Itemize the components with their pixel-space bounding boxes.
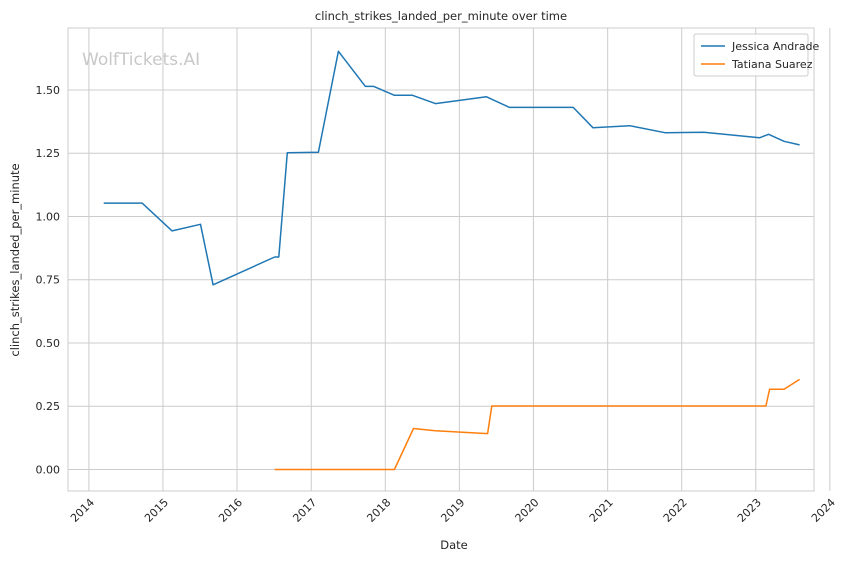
x-tick-label: 2016 — [216, 496, 245, 525]
chart-title: clinch_strikes_landed_per_minute over ti… — [315, 9, 567, 23]
x-tick-label: 2023 — [735, 496, 764, 525]
x-tick-label: 2019 — [438, 496, 467, 525]
x-tick-label: 2021 — [587, 496, 616, 525]
y-tick-label: 0.25 — [36, 400, 61, 413]
y-tick-label: 0.75 — [36, 274, 61, 287]
legend-label-jessica-andrade: Jessica Andrade — [731, 40, 820, 53]
series-line-tatiana-suarez — [274, 378, 801, 471]
legend: Jessica Andrade Tatiana Suarez — [693, 33, 820, 77]
y-axis-ticks: 0.00 0.25 0.50 0.75 1.00 1.25 1.50 — [36, 84, 61, 477]
watermark: WolfTickets.AI — [82, 50, 200, 70]
grid-lines — [68, 28, 831, 491]
y-tick-label: 0.00 — [36, 463, 61, 476]
legend-box — [693, 33, 809, 77]
x-tick-label: 2018 — [364, 496, 393, 525]
y-axis-label: clinch_strikes_landed_per_minute — [8, 163, 22, 356]
x-tick-label: 2022 — [661, 496, 690, 525]
x-axis-label: Date — [440, 538, 468, 552]
x-axis-ticks: 2014 2015 2016 2017 2018 2019 2020 2021 2022 2023… — [68, 496, 838, 525]
legend-label-tatiana-suarez: Tatiana Suarez — [731, 58, 813, 71]
y-tick-label: 0.50 — [36, 337, 61, 350]
x-tick-label: 2024 — [809, 496, 838, 525]
y-tick-label: 1.50 — [36, 84, 61, 97]
series-line-jessica-andrade — [103, 50, 800, 286]
x-tick-label: 2017 — [290, 496, 319, 525]
x-tick-label: 2015 — [142, 496, 171, 525]
x-tick-label: 2020 — [513, 496, 542, 525]
y-tick-label: 1.00 — [36, 210, 61, 223]
x-tick-label: 2014 — [68, 496, 97, 525]
y-tick-label: 1.25 — [36, 147, 61, 160]
plot-frame — [67, 27, 815, 492]
series-lines — [103, 50, 801, 471]
